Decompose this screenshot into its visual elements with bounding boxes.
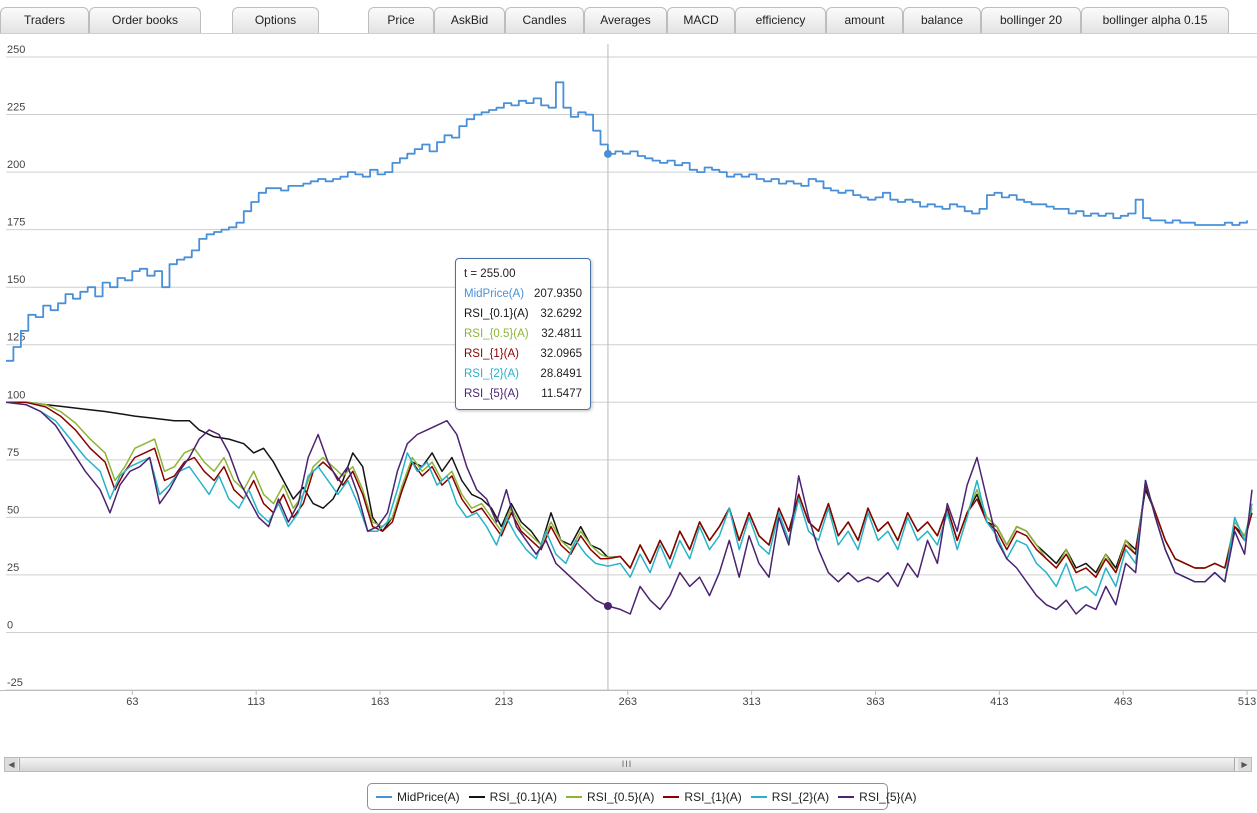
tooltip-row: MidPrice(A) 207.9350 <box>464 286 590 306</box>
legend-swatch-icon <box>750 795 767 798</box>
y-tick-label: 0 <box>7 619 13 631</box>
series-line-rsi-0-5-a-[interactable] <box>6 401 1253 578</box>
tooltip-header: t = 255.00 <box>464 268 516 280</box>
hover-marker-rsi-5 <box>603 601 612 610</box>
legend-item[interactable]: RSI_{5}(A) <box>838 789 917 804</box>
tab-order-books[interactable]: Order books <box>89 7 201 33</box>
legend-label: RSI_{2}(A) <box>771 789 830 804</box>
tooltip-series-value: 32.6292 <box>540 308 582 320</box>
tooltip-series-label: RSI_{1}(A) <box>464 348 519 360</box>
y-tick-label: 175 <box>7 217 25 229</box>
legend-item[interactable]: RSI_{2}(A) <box>750 789 830 804</box>
tab-traders[interactable]: Traders <box>0 7 89 33</box>
tooltip-series-value: 11.5477 <box>541 388 582 400</box>
y-tick-label: 150 <box>7 274 25 286</box>
tooltip-series-value: 207.9350 <box>534 288 582 300</box>
x-tick-label: 113 <box>247 696 265 708</box>
tooltip-row: RSI_{2}(A) 28.8491 <box>464 366 590 386</box>
legend-label: RSI_{0.1}(A) <box>489 789 558 804</box>
tooltip-series-label: RSI_{5}(A) <box>464 388 519 400</box>
tab-averages[interactable]: Averages <box>584 7 667 33</box>
legend-swatch-icon <box>566 795 583 798</box>
tooltip-series-label: RSI_{0.1}(A) <box>464 308 529 320</box>
tab-efficiency[interactable]: efficiency <box>735 7 826 33</box>
tooltip-row: RSI_{0.5}(A) 32.4811 <box>464 326 590 346</box>
legend-swatch-icon <box>468 795 485 798</box>
legend-item[interactable]: RSI_{0.5}(A) <box>566 790 654 804</box>
tooltip-row: RSI_{0.1}(A) 32.6292 <box>464 306 590 326</box>
tooltip-row: RSI_{5}(A) 11.5477 <box>464 386 590 406</box>
tab-macd[interactable]: MACD <box>667 7 735 33</box>
x-tick-label: 413 <box>990 696 1008 708</box>
x-tick-label: 213 <box>495 696 513 708</box>
legend-swatch-icon <box>376 795 392 798</box>
legend-swatch-icon <box>663 795 680 798</box>
tab-askbid[interactable]: AskBid <box>434 7 505 33</box>
series-line-rsi-5-a-[interactable] <box>5 401 1253 615</box>
tab-options[interactable]: Options <box>232 7 319 33</box>
x-tick-label: 263 <box>619 696 637 708</box>
scroll-left-arrow-icon[interactable]: ◀ <box>5 758 18 771</box>
legend-label: MidPrice(A) <box>397 789 460 804</box>
legend-label: RSI_{0.5}(A) <box>587 789 655 804</box>
y-tick-label: -25 <box>7 677 23 689</box>
tab-bollinger-alpha-0-15[interactable]: bollinger alpha 0.15 <box>1081 7 1229 33</box>
x-tick-label: 313 <box>742 696 760 708</box>
hover-marker-midprice <box>603 149 612 158</box>
series-line-rsi-2-a-[interactable] <box>5 401 1253 597</box>
y-tick-label: 50 <box>7 504 19 516</box>
y-tick-label: 75 <box>7 447 19 459</box>
x-tick-label: 513 <box>1238 696 1256 708</box>
legend-item[interactable]: MidPrice(A) <box>376 790 460 804</box>
navigator-scrollbar[interactable]: ◀ III ▶ <box>4 757 1252 772</box>
series-line-midprice-a-[interactable] <box>6 81 1248 362</box>
y-tick-label: 125 <box>7 332 25 344</box>
tooltip-series-label: RSI_{2}(A) <box>464 368 519 380</box>
legend-item[interactable]: RSI_{1}(A) <box>663 789 742 804</box>
tab-bollinger-20[interactable]: bollinger 20 <box>981 7 1081 33</box>
tooltip-row: RSI_{1}(A) 32.0965 <box>464 346 590 366</box>
series-line-rsi-0-1-a-[interactable] <box>6 401 1253 574</box>
x-tick-label: 463 <box>1114 696 1132 708</box>
tab-bar: Traders Order books Options Price AskBid Cand… <box>0 0 1257 34</box>
legend-label: RSI_{1}(A) <box>684 789 742 804</box>
scrollbar-thumb[interactable]: III <box>19 758 1235 771</box>
tooltip-series-value: 32.4811 <box>541 328 582 340</box>
scroll-right-arrow-icon[interactable]: ▶ <box>1238 758 1251 771</box>
chart-tooltip: t = 255.00 MidPrice(A) 207.9350 RSI_{0.1}(… <box>455 258 591 410</box>
tab-price[interactable]: Price <box>368 7 434 33</box>
tab-balance[interactable]: balance <box>903 7 981 33</box>
tab-amount[interactable]: amount <box>826 7 903 33</box>
x-tick-label: 63 <box>126 696 138 708</box>
x-tick-label: 163 <box>371 696 389 708</box>
y-tick-label: 200 <box>7 159 25 171</box>
y-tick-label: 100 <box>7 389 25 401</box>
y-tick-label: 250 <box>7 44 25 56</box>
y-tick-label: 225 <box>7 102 25 114</box>
y-tick-label: 25 <box>7 562 19 574</box>
tooltip-series-label: RSI_{0.5}(A) <box>464 328 529 340</box>
tooltip-series-value: 32.0965 <box>540 348 582 360</box>
x-tick-label: 363 <box>866 696 884 708</box>
tooltip-series-value: 28.8491 <box>540 368 582 380</box>
tab-candles[interactable]: Candles <box>505 7 584 33</box>
tooltip-series-label: MidPrice(A) <box>464 288 525 300</box>
legend-swatch-icon <box>838 795 855 798</box>
legend-label: RSI_{5}(A) <box>859 789 917 804</box>
legend-item[interactable]: RSI_{0.1}(A) <box>468 789 558 804</box>
chart-legend: MidPrice(A) RSI_{0.1}(A) RSI_{0.5}(A) RSI_{… <box>367 783 917 810</box>
